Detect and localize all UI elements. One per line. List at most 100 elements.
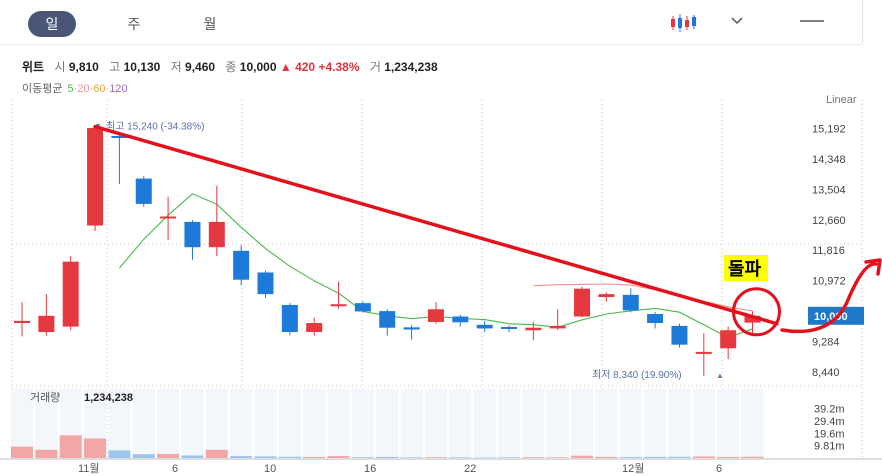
ma120-legend: 120 [109,83,128,95]
volume-bar [619,457,642,458]
volume-bar [157,453,180,458]
line-menu-icon[interactable] [800,14,824,28]
volume-tick-label: 9.81m [814,441,845,453]
x-tick-label: 12월 [622,462,644,475]
change-value: 420 [295,60,316,74]
period-tabs: 일 주 월 [28,8,288,40]
volume-bar [595,456,618,458]
open-label: 시 [54,60,66,74]
candlestick-icon[interactable] [668,12,698,34]
toolbar-bottom-divider [0,44,862,45]
chevron-down-icon[interactable] [730,16,744,26]
candle-body [62,261,79,327]
volume-bg-bar [473,389,496,458]
volume-bg-bar [400,389,423,458]
x-tick-label: 10 [264,463,276,475]
y-tick-label: 15,192 [812,123,846,135]
candle-body [281,304,298,333]
x-tick-label: 22 [464,463,476,475]
volume-bar [692,456,715,458]
volume-bar [741,456,764,458]
upward-arrow [780,262,878,334]
volume-bar [571,455,594,458]
volume-bar [498,457,520,458]
candle-body [744,315,761,323]
volume-bg-bar [376,389,399,458]
volume-tick-label: 39.2m [814,404,845,416]
volume-bar [181,455,204,458]
candle-body [695,351,712,354]
candle-body [233,250,250,280]
candle-body [501,326,517,329]
x-tick-label: 6 [716,463,722,475]
candle-body [14,320,30,324]
volume-bg-bar [449,389,472,458]
scale-label: Linear [826,94,857,106]
y-tick-label: 8,440 [812,367,840,379]
candle-body [330,304,347,307]
volume-bar [254,456,277,458]
low-label: 저 [170,60,182,74]
candle-body [647,313,664,324]
max-price-annotation: 최고 15,240 (-34.38%) [106,121,204,133]
volume-tick-label: 19.6m [814,428,845,440]
volume-bg-bar [132,389,155,458]
volume-bar [278,456,301,458]
candle-body [379,311,396,328]
volume-bg-bar [351,389,374,458]
x-tick-label: 11월 [78,462,100,475]
volume-value: 1,234,238 [84,392,133,404]
volume-bg-bar [619,389,642,458]
tab-month[interactable]: 월 [203,16,217,32]
candle-body [476,324,493,329]
stock-name: 위트 [22,60,45,74]
candle-body [452,316,469,323]
high-value: 10,130 [123,60,161,74]
volume-bar [108,450,131,458]
volume-bar [376,456,399,458]
candle-body [38,315,55,333]
callout-background [724,255,768,281]
volume-bg-bar [571,389,594,458]
candlestick-chart[interactable]: Linear 15,192 14,348 13,504 12,660 11,816 10,9… [0,88,882,476]
candle-body [257,272,274,295]
volume-bg-bar [35,389,58,458]
volume-bg-bar [717,389,740,458]
volume-bar [546,457,569,458]
volume-value: 1,234,238 [384,60,438,74]
up-arrow-icon: ▲ [279,60,292,74]
volume-bg-bar [157,389,180,458]
volume-bg-bar [692,389,715,458]
volume-bar [473,457,496,458]
close-label: 종 [225,60,237,74]
tab-day[interactable]: 일 [28,11,76,37]
volume-tick-label: 29.4m [814,416,845,428]
candle-body [306,323,323,333]
volume-bar [717,456,740,458]
volume-bar [84,438,107,458]
tab-week[interactable]: 주 [127,16,141,32]
toolbar-divider [862,0,863,44]
y-tick-label: 12,660 [812,215,846,227]
volume-bar [35,449,58,458]
y-tick-label: 10,972 [812,276,846,288]
low-value: 9,460 [185,60,216,74]
candle-body [427,309,444,322]
volume-bar [668,456,691,458]
candle-body [111,135,128,138]
candle-body [87,128,104,226]
y-tick-label: 11,816 [812,245,845,257]
volume-bg-bar [11,389,33,458]
candle-body [574,288,591,317]
volume-bar [449,457,472,458]
volume-bar [230,456,253,458]
breakout-circle [732,287,781,337]
min-marker-icon: ▲ [716,371,724,380]
volume-bar [205,449,228,458]
quote-summary: 위트 시 9,810 고 10,130 저 9,460 종 10,000 ▲ 4… [22,58,438,75]
volume-bar [59,435,82,458]
y-tick-label: 14,348 [812,154,846,166]
arrow-head-icon [864,258,882,276]
candle-body [160,216,177,219]
volume-bg-bar [644,389,667,458]
